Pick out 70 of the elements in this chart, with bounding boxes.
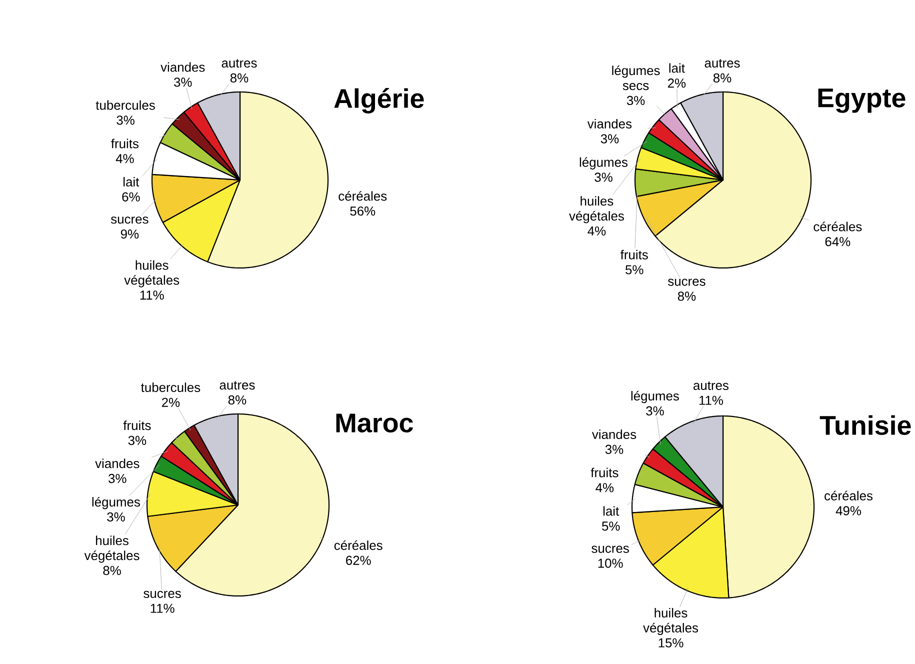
text: Algérie (334, 88, 424, 114)
slice-label: fruits (123, 420, 151, 430)
slice-label: céréales (338, 191, 387, 201)
slice-label: lait (669, 63, 685, 73)
slice-label: autres (694, 381, 728, 390)
data-label: 3% (116, 116, 134, 125)
slice-label: tubercules (141, 382, 200, 392)
slice-label: légumes secs (612, 66, 660, 90)
data-label: 6% (122, 192, 140, 202)
slice-label: lait (603, 506, 620, 516)
data-label: 8% (678, 292, 696, 301)
data-label: 64% (825, 237, 850, 246)
data-label: 49% (836, 506, 862, 516)
slice-label: huiles végétales (569, 196, 624, 224)
slice-label: légumes (631, 390, 679, 404)
data-label: 3% (646, 406, 664, 416)
slice-label: céréales (824, 490, 873, 500)
text: Maroc (336, 414, 413, 432)
data-label: 3% (128, 436, 146, 446)
slice-label: viandes (95, 458, 140, 468)
slice-label: sucres (110, 216, 148, 224)
slice-label: huiles végétales (124, 260, 180, 288)
slice-label: sucres (144, 590, 181, 598)
data-label: 3% (107, 512, 125, 522)
data-label: 3% (600, 134, 619, 144)
slice-label: huiles végétales (643, 608, 698, 636)
data-label: 8% (230, 73, 248, 83)
data-label: 4% (588, 226, 606, 236)
slice-label: sucres (592, 546, 629, 553)
slice-label: fruits (620, 250, 648, 260)
data-label: 11% (699, 396, 723, 405)
slice-label: autres (222, 59, 257, 68)
slice-label: viandes (160, 62, 205, 72)
data-label: 11% (140, 290, 164, 300)
data-label: 8% (228, 395, 246, 405)
slice-label: autres (704, 59, 740, 68)
slice-label: huiles végétales (84, 536, 140, 563)
data-label: 3% (605, 444, 624, 454)
slice-label: céréales (334, 540, 382, 550)
data-label: 5% (602, 522, 620, 531)
data-label: 62% (346, 556, 371, 565)
data-label: 9% (120, 229, 139, 239)
data-label: 3% (174, 78, 192, 87)
data-label: 4% (596, 483, 614, 492)
data-label: 4% (116, 154, 134, 164)
slice-label: autres (220, 381, 255, 390)
data-label: 2% (668, 78, 686, 88)
data-label: 3% (626, 96, 645, 106)
text: Egypte (818, 88, 906, 113)
slice-label: légumes (92, 496, 140, 510)
data-label: 56% (350, 206, 376, 216)
data-label: 3% (108, 474, 126, 484)
data-label: 11% (150, 604, 174, 613)
text: Tunisie (820, 415, 911, 435)
slice-label: lait (124, 176, 140, 187)
data-label: 5% (626, 265, 644, 274)
data-label: 3% (594, 172, 612, 182)
slice-label: sucres (668, 278, 706, 286)
slice-label: céréales (814, 222, 862, 232)
data-label: 10% (598, 558, 623, 568)
data-label: 8% (103, 566, 121, 576)
slice-label: fruits (111, 138, 139, 148)
data-label: 2% (162, 398, 180, 407)
data-label: 15% (658, 638, 684, 648)
slice-label: fruits (590, 468, 618, 478)
data-label: 8% (713, 73, 732, 83)
slice-label: légumes (580, 157, 628, 170)
slice-label: viandes (592, 430, 636, 440)
slice-label: viandes (587, 118, 632, 128)
slice-label: tubercules (96, 100, 155, 110)
